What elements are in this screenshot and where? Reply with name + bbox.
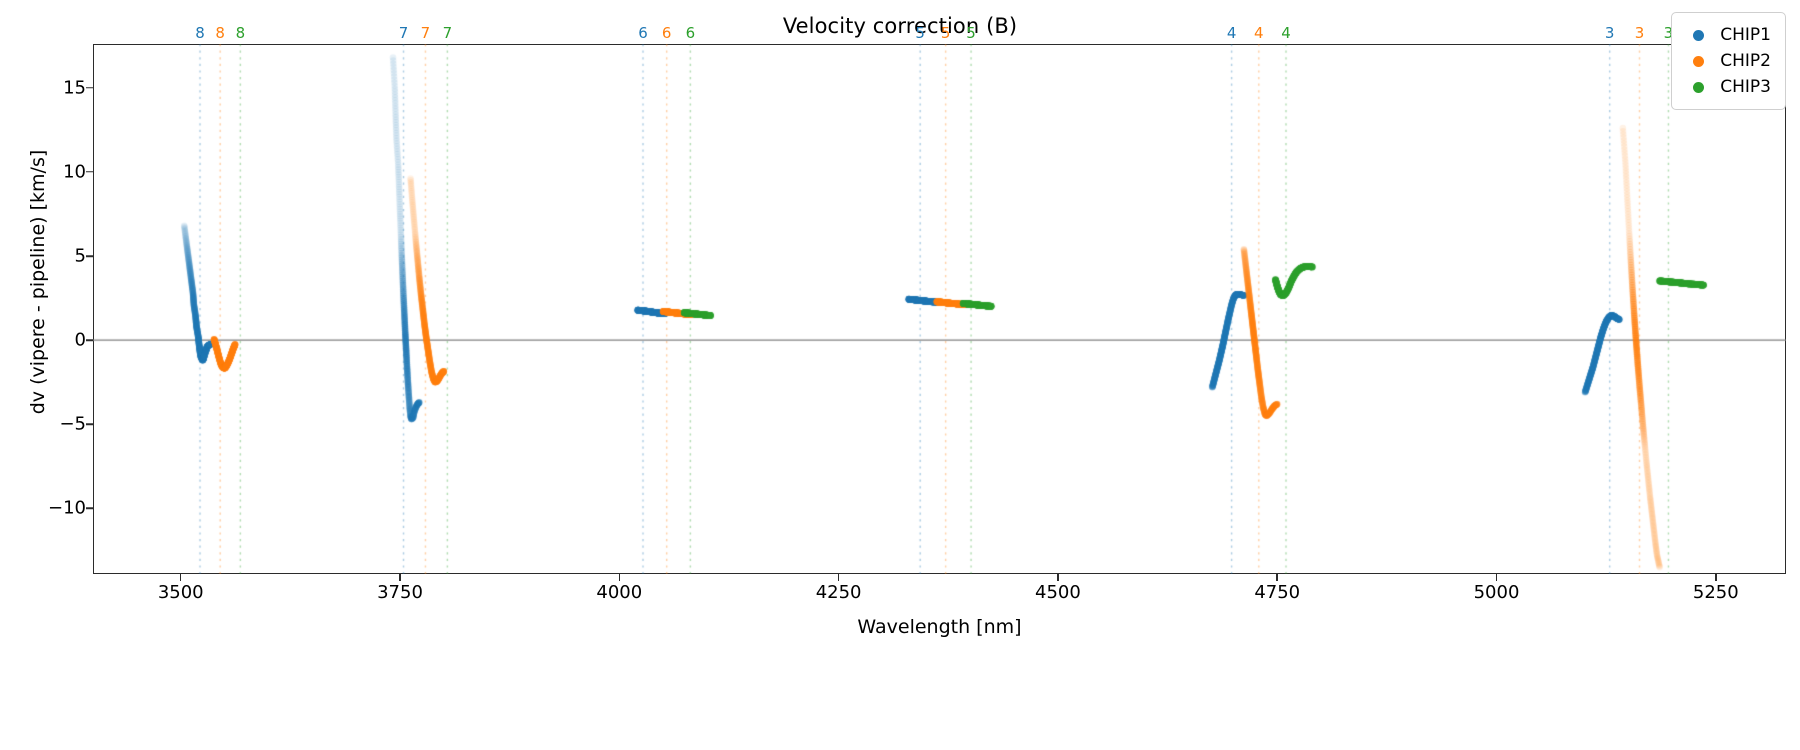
y-tick-mark	[86, 507, 93, 510]
order-number-label: 5	[940, 24, 951, 42]
x-tick-mark	[399, 574, 401, 581]
x-tick-mark	[1057, 574, 1059, 581]
legend-label-chip1: CHIP1	[1720, 25, 1771, 45]
order-number-label: 7	[398, 24, 409, 42]
y-tick-label: 10	[63, 161, 86, 183]
x-tick-label: 5250	[1692, 582, 1739, 603]
legend: CHIP1 CHIP2 CHIP3	[1671, 12, 1786, 110]
order-number-label: 4	[1281, 24, 1291, 42]
order-number-label: 6	[685, 24, 696, 42]
x-tick-label: 4250	[815, 582, 862, 603]
y-tick-label: 0	[74, 329, 86, 351]
x-tick-mark	[1276, 574, 1278, 581]
y-tick-label: −10	[48, 497, 86, 519]
legend-item[interactable]: CHIP1	[1683, 22, 1771, 48]
scatter-plot-canvas	[93, 44, 1786, 574]
x-tick-label: 4000	[596, 582, 643, 603]
page-title: Velocity correction (B)	[782, 14, 1018, 38]
y-tick-mark	[86, 171, 93, 173]
legend-marker-chip1	[1693, 29, 1705, 41]
y-tick-mark	[86, 86, 93, 89]
order-number-label: 3	[1604, 24, 1615, 42]
x-tick-label: 4500	[1035, 582, 1081, 603]
y-tick-mark	[86, 423, 93, 425]
order-number-label: 3	[1663, 24, 1674, 42]
y-tick-label: 5	[74, 245, 86, 267]
y-tick-mark	[86, 255, 93, 257]
x-axis-label: Wavelength [nm]	[857, 616, 1022, 638]
order-number-label: 6	[638, 24, 648, 42]
legend-label-chip2: CHIP2	[1720, 51, 1771, 71]
legend-marker-chip3	[1693, 81, 1705, 93]
order-number-label: 6	[661, 24, 672, 42]
x-tick-mark	[837, 574, 840, 581]
x-tick-label: 5000	[1473, 582, 1520, 603]
legend-label-chip3: CHIP3	[1720, 77, 1771, 97]
order-number-label: 7	[442, 24, 453, 42]
y-tick-label: 15	[63, 77, 86, 99]
legend-marker-chip2	[1693, 55, 1705, 67]
order-number-label: 3	[1634, 24, 1645, 42]
x-tick-label: 3500	[157, 582, 204, 603]
x-tick-label: 4750	[1254, 582, 1301, 603]
legend-item[interactable]: CHIP2	[1683, 48, 1771, 74]
x-tick-mark	[618, 574, 621, 581]
y-tick-label: −5	[59, 413, 86, 435]
order-number-label: 5	[966, 24, 976, 42]
order-number-label: 8	[195, 24, 205, 42]
order-number-label: 4	[1254, 24, 1264, 42]
x-tick-label: 3750	[377, 582, 423, 603]
x-tick-mark	[1495, 574, 1498, 581]
order-number-label: 5	[915, 24, 925, 42]
y-tick-mark	[86, 339, 93, 341]
order-number-label: 8	[215, 24, 225, 42]
x-tick-mark	[1715, 574, 1717, 581]
order-number-label: 4	[1226, 24, 1237, 42]
y-axis-label: dv (vipere - pipeline) [km/s]	[27, 149, 49, 415]
order-number-label: 7	[420, 24, 431, 42]
legend-item[interactable]: CHIP3	[1683, 74, 1771, 100]
x-tick-mark	[179, 574, 182, 581]
order-number-label: 8	[235, 24, 246, 42]
